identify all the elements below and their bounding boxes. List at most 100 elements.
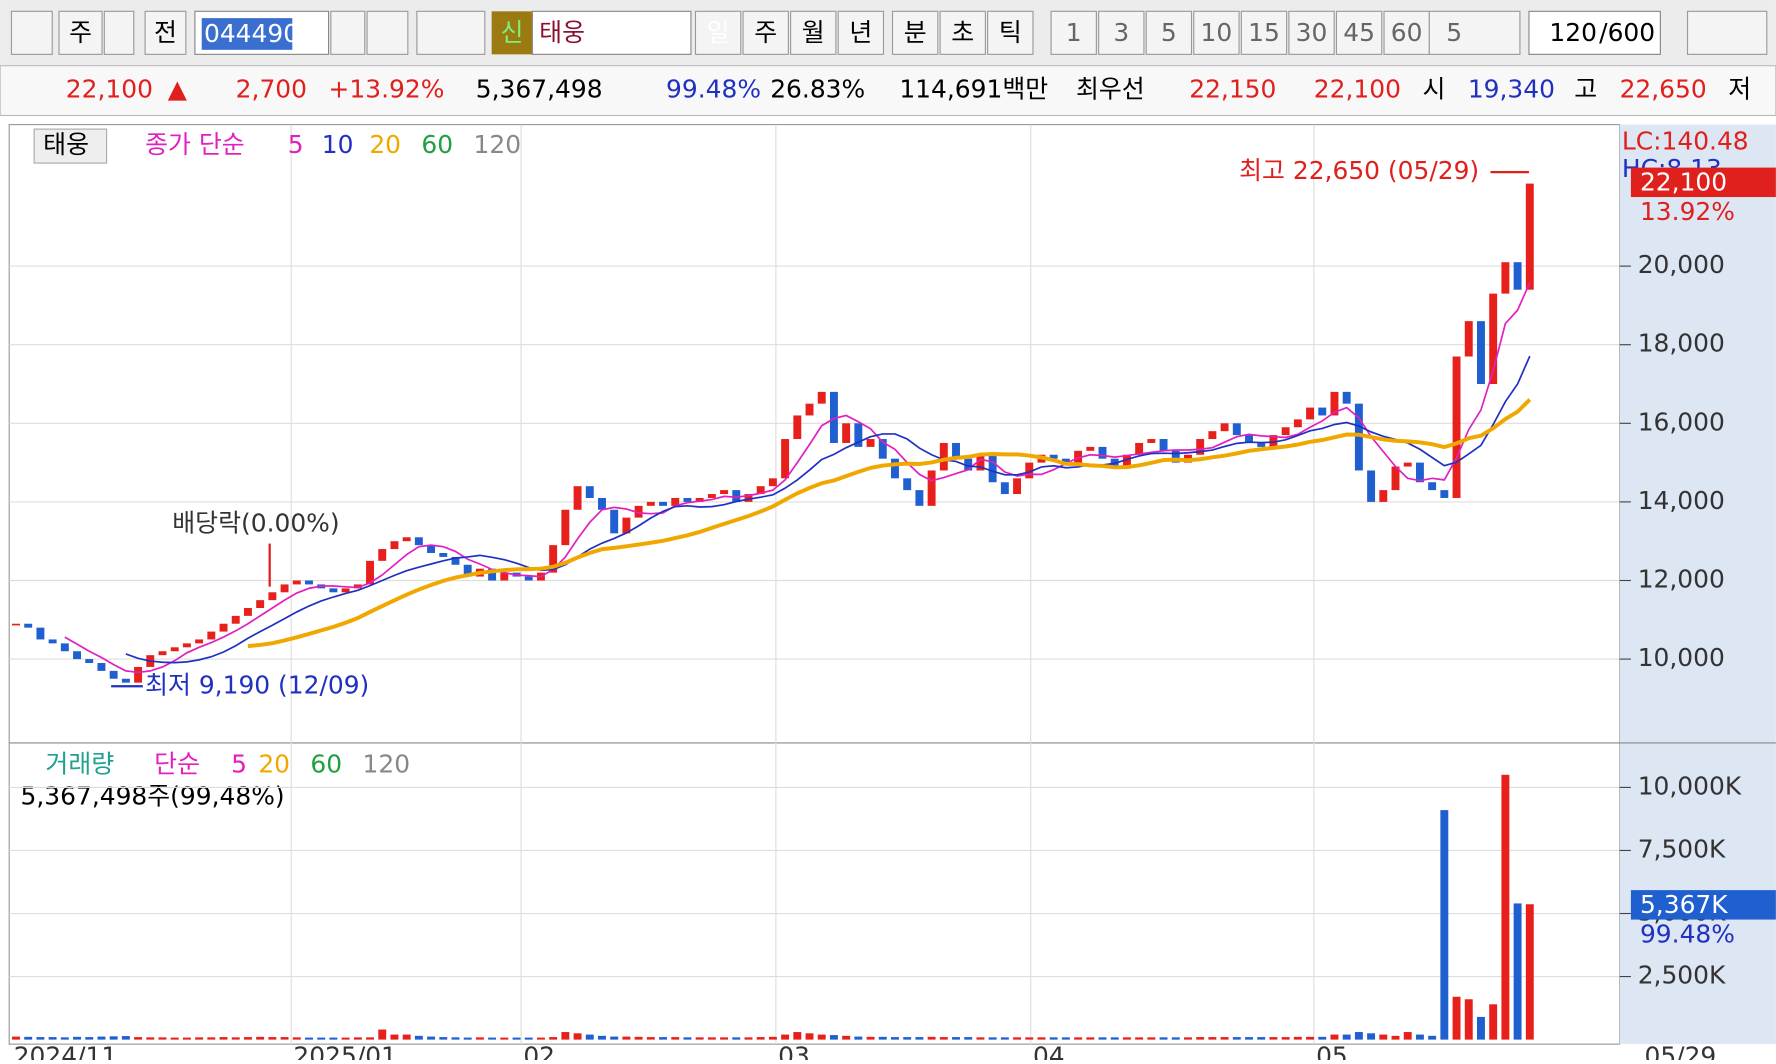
candle xyxy=(12,623,20,626)
candle xyxy=(1074,450,1083,463)
candle xyxy=(292,580,301,585)
candle xyxy=(1330,391,1339,416)
moving-average xyxy=(247,398,1532,649)
candle xyxy=(463,564,472,577)
volume-bar xyxy=(1415,1034,1424,1040)
new-button[interactable] xyxy=(491,11,533,55)
volume-bar xyxy=(659,1037,667,1040)
candle xyxy=(1147,439,1156,443)
volume-bar xyxy=(1245,1037,1253,1040)
minute: 3 xyxy=(1113,18,1129,47)
volume-bar xyxy=(915,1037,924,1040)
volume-bar xyxy=(1367,1033,1376,1040)
count-box[interactable] xyxy=(1528,10,1661,55)
period-button[interactable] xyxy=(939,10,986,55)
volume-bar xyxy=(402,1034,411,1040)
candle xyxy=(622,517,631,534)
candle xyxy=(1477,321,1485,385)
x-label: 05/29 xyxy=(1644,1042,1716,1060)
volume-bar xyxy=(927,1036,936,1040)
high-label: 고 xyxy=(1574,75,1597,104)
candle xyxy=(964,458,973,471)
tool-button[interactable] xyxy=(1686,10,1768,55)
candle xyxy=(329,588,338,593)
volume-bar xyxy=(427,1036,436,1040)
y-tick-label: 10,000K xyxy=(1638,771,1742,800)
period-button[interactable] xyxy=(694,10,742,55)
open-label: 시 xyxy=(1423,75,1446,104)
volume-bar xyxy=(451,1037,460,1040)
minute: 15 xyxy=(1248,18,1280,47)
count-select[interactable] xyxy=(1428,10,1521,55)
high: 22,650 xyxy=(1620,75,1707,104)
period-button[interactable] xyxy=(742,10,789,55)
candle xyxy=(1232,423,1241,436)
volume-bar xyxy=(805,1033,814,1040)
minute-button[interactable] xyxy=(1145,10,1193,55)
candle xyxy=(390,541,399,550)
candle xyxy=(1452,356,1461,498)
candle xyxy=(1367,470,1376,502)
minute-button[interactable] xyxy=(1335,10,1383,55)
volume-bar xyxy=(1318,1036,1327,1040)
high-note: 최고 22,650 (05/29) xyxy=(1239,156,1479,185)
rate: +13.92% xyxy=(329,75,445,104)
volume-bar xyxy=(1171,1037,1180,1040)
dropdown[interactable] xyxy=(103,10,135,55)
x-label: 2025/01 xyxy=(293,1042,396,1060)
menu-button[interactable] xyxy=(10,10,53,55)
candle xyxy=(1281,427,1290,436)
minute-button[interactable] xyxy=(1193,10,1240,55)
price: 22,100 xyxy=(66,75,153,104)
minute: 1 xyxy=(1066,18,1082,47)
open: 19,340 xyxy=(1468,75,1555,104)
volume-bar xyxy=(1257,1037,1266,1040)
minute: 30 xyxy=(1296,18,1328,47)
minute-button[interactable] xyxy=(1050,10,1097,55)
volume-bar xyxy=(1379,1034,1388,1040)
period-button[interactable] xyxy=(790,10,837,55)
volume-bar xyxy=(903,1037,912,1040)
period-button[interactable] xyxy=(891,10,939,55)
candle xyxy=(1013,478,1022,495)
candle xyxy=(353,584,362,589)
volume-bar xyxy=(488,1037,497,1040)
candle xyxy=(549,545,558,573)
market-button[interactable] xyxy=(58,10,103,55)
candle xyxy=(1086,446,1095,451)
candle xyxy=(671,497,680,506)
volume-bar xyxy=(671,1037,680,1040)
sound-button[interactable] xyxy=(416,10,486,55)
volume-bar xyxy=(85,1037,94,1040)
candle xyxy=(1196,439,1205,455)
code-dropdown[interactable] xyxy=(330,10,366,55)
candle xyxy=(414,537,423,546)
minute-button[interactable] xyxy=(1098,10,1145,55)
minute: 60 xyxy=(1391,18,1423,47)
candle xyxy=(561,509,570,546)
prev-button[interactable] xyxy=(144,10,187,55)
volume-bar xyxy=(390,1034,399,1040)
quote-bar: 22,100 ▲ 2,700 +13.92% 5,367,498 99.48% … xyxy=(0,65,1776,117)
minute-button[interactable] xyxy=(1240,10,1288,55)
minute-button[interactable] xyxy=(1288,10,1335,55)
period: 년 xyxy=(849,18,872,47)
search-button[interactable] xyxy=(366,10,409,55)
period-button[interactable] xyxy=(837,10,885,55)
volume-bar xyxy=(1489,1004,1498,1040)
volume-bar xyxy=(1354,1032,1363,1040)
minute-button[interactable] xyxy=(1383,10,1430,55)
volume-bar xyxy=(854,1036,863,1040)
volume-bar xyxy=(878,1036,887,1040)
volume-bar xyxy=(231,1037,240,1040)
volume-bar xyxy=(366,1037,374,1040)
candle xyxy=(866,439,875,447)
volume-bar xyxy=(1293,1036,1302,1040)
volume-bar xyxy=(1049,1037,1058,1040)
volume-bar xyxy=(378,1029,387,1040)
ma-legend: 20 xyxy=(369,130,401,159)
volume-bar xyxy=(646,1037,655,1040)
period-button[interactable] xyxy=(987,10,1034,55)
volume-bar xyxy=(817,1034,826,1040)
candle xyxy=(1440,490,1449,498)
